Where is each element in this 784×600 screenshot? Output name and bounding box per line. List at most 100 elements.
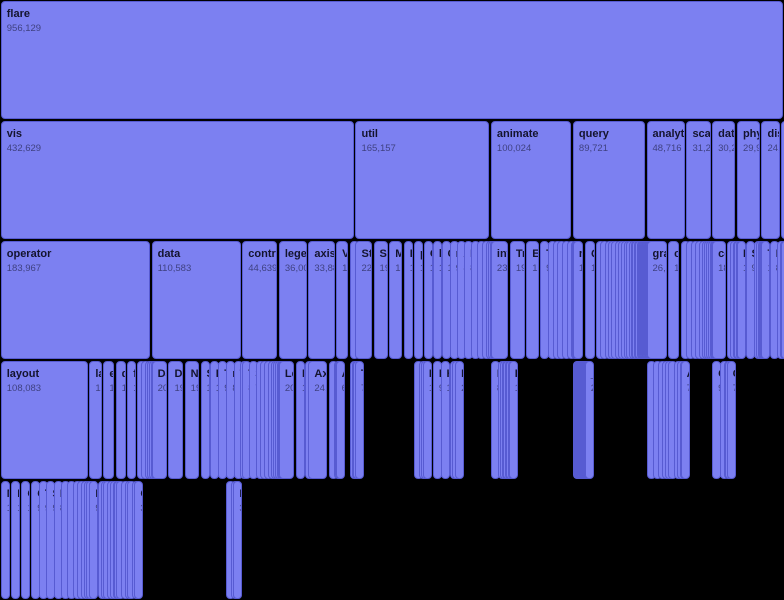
icicle-cell[interactable]: data 110,583 bbox=[151, 241, 241, 359]
cell-label: Axis bbox=[314, 368, 328, 380]
icicle-cell[interactable]: NodeLinkTreeLayout12,870 bbox=[0, 481, 10, 599]
icicle-cell[interactable]: Strings 22,026 bbox=[355, 241, 373, 359]
cell-value: 14,728 bbox=[579, 263, 583, 275]
icicle-cell[interactable]: TooltipEvent701 bbox=[354, 361, 364, 479]
icicle-cell[interactable]: legend 36,003 bbox=[278, 241, 307, 359]
cell-label: DataList bbox=[174, 368, 183, 380]
icicle-cell[interactable]: Shapes 19,118 bbox=[373, 241, 388, 359]
icicle-cell[interactable]: Axis 24,593 bbox=[308, 361, 328, 479]
icicle-cell[interactable]: operator 183,967 bbox=[0, 241, 151, 359]
cell-label: legend bbox=[284, 248, 307, 260]
icicle-cell[interactable]: LegendRange10,530 bbox=[295, 361, 305, 479]
cell-value: 110,583 bbox=[157, 263, 192, 274]
icicle-cell[interactable]: methods 14,728 bbox=[572, 241, 584, 359]
icicle-cell[interactable]: interpolate 23,081 bbox=[490, 241, 509, 359]
icicle-cell[interactable]: NBodyForce10,498 bbox=[736, 241, 746, 359]
icicle-cell[interactable]: distortion 14,219 bbox=[115, 361, 126, 479]
cell-value: 17,057 bbox=[95, 383, 101, 394]
icicle-cell[interactable]: flex4,116 bbox=[781, 121, 784, 239]
icicle-cell[interactable]: Easing 17,010 bbox=[526, 241, 539, 359]
icicle-cell[interactable]: util 165,157 bbox=[355, 121, 490, 239]
cell-value: 36,003 bbox=[284, 263, 306, 274]
icicle-cell[interactable]: Data 20,544 bbox=[151, 361, 167, 479]
icicle-cell[interactable]: vis 432,629 bbox=[0, 121, 354, 239]
cell-label: interpolate bbox=[496, 248, 507, 260]
icicle-cell[interactable]: analytics 48,716 bbox=[646, 121, 685, 239]
cell-label: display bbox=[767, 128, 778, 140]
icicle-cell[interactable]: GraphDistanceFilter3,165 bbox=[134, 481, 144, 599]
icicle-cell[interactable]: HeapNode1,233 bbox=[440, 361, 450, 479]
icicle-cell[interactable]: encoder 14,897 bbox=[103, 361, 115, 479]
icicle-cell[interactable]: Palette1,229 bbox=[422, 361, 432, 479]
cell-label: Maths bbox=[395, 247, 401, 261]
icicle-cell[interactable]: flare 956,129 bbox=[0, 1, 784, 119]
icicle-cell[interactable]: label 17,057 bbox=[89, 361, 102, 479]
icicle-cell[interactable]: DataList 19,788 bbox=[168, 361, 184, 479]
cell-label: cluster bbox=[674, 247, 678, 261]
icicle-cell[interactable]: AxisLabel636 bbox=[335, 361, 345, 479]
icicle-cell[interactable]: graph 26,435 bbox=[646, 241, 667, 359]
icicle-cell[interactable]: converters 18,349 bbox=[712, 241, 726, 359]
cell-value: 183,967 bbox=[6, 263, 42, 274]
icicle-cell[interactable]: display 24,254 bbox=[761, 121, 780, 239]
icicle-cell[interactable]: Maths 17,705 bbox=[389, 241, 403, 359]
cell-label: Legend bbox=[284, 368, 294, 380]
icicle-cell[interactable]: filter11,893 bbox=[127, 361, 137, 479]
icicle-cell[interactable]: animate 100,024 bbox=[490, 121, 572, 239]
cell-label: query bbox=[578, 128, 609, 140]
icicle-cell[interactable]: _264 bbox=[584, 361, 594, 479]
icicle-cell[interactable]: ScaleBinding11,275 bbox=[200, 361, 210, 479]
cell-label: encoder bbox=[109, 367, 113, 381]
icicle-cell[interactable]: data 30,284 bbox=[712, 121, 736, 239]
cell-value: 15,207 bbox=[674, 263, 680, 274]
cell-value: 20,859 bbox=[284, 383, 294, 394]
icicle-cell[interactable]: heap10,587 bbox=[432, 241, 442, 359]
cell-label: vis bbox=[6, 128, 23, 140]
cell-label: Shapes bbox=[379, 248, 387, 260]
cell-value: 16,540 bbox=[342, 263, 348, 274]
icicle-cell[interactable]: CirclePackingLayout12,003 bbox=[21, 481, 31, 599]
cell-value: 20,544 bbox=[157, 383, 166, 394]
icicle-cell[interactable]: Query 13,896 bbox=[584, 241, 595, 359]
cell-label: util bbox=[361, 128, 378, 140]
cell-label: data bbox=[718, 128, 735, 140]
icicle-cell[interactable]: Visualization 16,540 bbox=[336, 241, 349, 359]
icicle-cell[interactable]: palette11,946 bbox=[414, 241, 424, 359]
cell-value: 24,254 bbox=[767, 143, 780, 154]
cell-label: methods bbox=[579, 247, 583, 261]
cell-value: 100,024 bbox=[496, 143, 532, 154]
icicle-cell[interactable]: Displays12,555 bbox=[403, 241, 413, 359]
cell-label: Easing bbox=[532, 247, 537, 261]
icicle-cell[interactable]: Legend 20,859 bbox=[278, 361, 295, 479]
icicle-cell[interactable]: Transitioner 19,975 bbox=[509, 241, 525, 359]
icicle-cell[interactable]: RadialTreeLayout12,348 bbox=[11, 481, 21, 599]
cell-label: NodeSprite bbox=[190, 368, 199, 380]
cell-value: 33,886 bbox=[314, 263, 333, 274]
cell-label: controls bbox=[248, 248, 276, 260]
cell-value: 30,284 bbox=[718, 143, 734, 154]
icicle-cell[interactable]: scale 31,294 bbox=[686, 121, 711, 239]
icicle-cell[interactable]: Geometry10,993 bbox=[423, 241, 433, 359]
icicle-cell[interactable]: DateInterpolator1,375 bbox=[508, 361, 518, 479]
cell-value: 19,118 bbox=[379, 263, 387, 274]
icicle-cell[interactable]: cluster 15,207 bbox=[668, 241, 680, 359]
cell-value: 19,788 bbox=[174, 383, 182, 394]
cell-label: graph bbox=[652, 248, 666, 260]
icicle-cell[interactable]: controls 44,639 bbox=[242, 241, 278, 359]
icicle-cell[interactable]: Converters721 bbox=[726, 361, 736, 479]
cell-value: 14,219 bbox=[122, 383, 125, 395]
cell-value: 48,716 bbox=[652, 143, 682, 154]
icicle-cell[interactable]: axis 33,886 bbox=[308, 241, 335, 359]
icicle-cell[interactable]: layout 108,083 bbox=[0, 361, 88, 479]
icicle-cell[interactable]: FlareVis4,116 bbox=[781, 241, 784, 359]
icicle-cell[interactable]: IRenderer353 bbox=[233, 481, 243, 599]
cell-label: converters bbox=[718, 248, 725, 260]
cell-label: Query bbox=[591, 247, 594, 261]
icicle-cell[interactable]: NodeSprite 19,382 bbox=[184, 361, 200, 479]
cell-value: 17,010 bbox=[532, 263, 538, 274]
icicle-cell[interactable]: IMatrix2,815 bbox=[455, 361, 465, 479]
icicle-cell[interactable]: query 89,721 bbox=[572, 121, 645, 239]
icicle-cell[interactable]: AspectRatioBanker7,074 bbox=[680, 361, 690, 479]
icicle-cell[interactable]: physics 29,934 bbox=[736, 121, 760, 239]
cell-label: Visualization bbox=[342, 247, 347, 261]
